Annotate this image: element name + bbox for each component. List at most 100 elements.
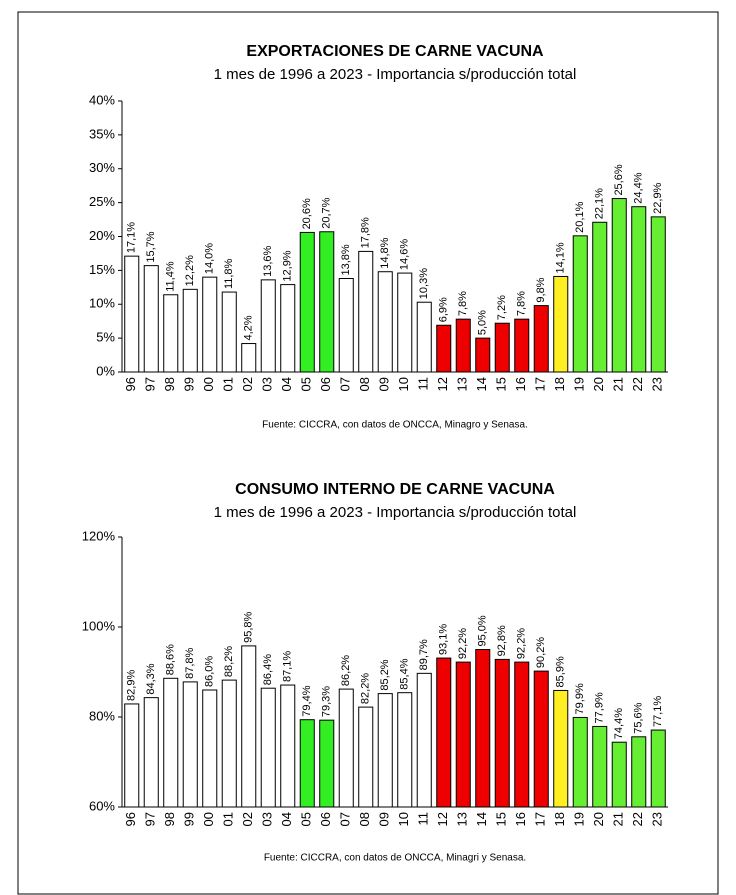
bar (397, 272, 413, 373)
x-tick-label: 21 (611, 812, 626, 826)
x-tick-label: 09 (377, 377, 392, 391)
x-tick-label: 23 (650, 812, 665, 826)
bar (611, 198, 627, 373)
bar (553, 275, 569, 373)
bar (533, 670, 549, 808)
bar (650, 216, 666, 373)
x-tick-label: 08 (357, 377, 372, 391)
value-label: 95,0% (477, 615, 489, 646)
x-tick-label: 96 (123, 812, 138, 826)
bar (202, 689, 218, 808)
value-label: 13,8% (340, 244, 352, 275)
value-label: 79,3% (321, 686, 333, 717)
value-label: 24,4% (633, 172, 645, 203)
x-tick-label: 11 (416, 377, 431, 391)
x-tick-label: 10 (396, 377, 411, 391)
bar (124, 703, 140, 808)
x-tick-label: 21 (611, 377, 626, 391)
bar (319, 231, 335, 373)
bar (514, 661, 530, 808)
value-label: 13,6% (262, 245, 274, 276)
x-tick-label: 97 (143, 377, 158, 391)
bar (182, 288, 198, 373)
bar (338, 688, 354, 808)
y-tick-label: 40% (89, 92, 115, 107)
bar (260, 687, 276, 808)
chart-subtitle: 1 mes de 1996 a 2023 - Importancia s/pro… (214, 504, 577, 521)
bar (592, 221, 608, 373)
value-label: 82,9% (126, 670, 138, 701)
value-label: 14,8% (379, 237, 391, 268)
bar (241, 343, 257, 373)
bar (182, 681, 198, 808)
value-label: 82,2% (360, 673, 372, 704)
x-tick-label: 16 (513, 812, 528, 826)
value-label: 20,1% (574, 201, 586, 232)
x-tick-label: 04 (279, 377, 294, 391)
value-label: 7,2% (496, 295, 508, 320)
y-tick-label: 120% (82, 528, 116, 543)
x-tick-label: 01 (221, 377, 236, 391)
bar (494, 658, 510, 808)
value-label: 74,4% (613, 708, 625, 739)
value-label: 7,8% (516, 291, 528, 316)
x-tick-label: 19 (572, 377, 587, 391)
x-tick-label: 07 (338, 377, 353, 391)
value-label: 86,4% (262, 654, 274, 685)
x-tick-label: 23 (650, 377, 665, 391)
value-label: 15,7% (145, 231, 157, 262)
y-tick-label: 100% (82, 618, 116, 633)
x-tick-label: 20 (591, 377, 606, 391)
source-note: Fuente: CICCRA, con datos de ONCCA, Mina… (262, 420, 528, 431)
value-label: 17,8% (360, 217, 372, 248)
value-label: 95,8% (243, 611, 255, 642)
value-label: 86,2% (340, 655, 352, 686)
bar (475, 337, 491, 373)
bar (611, 741, 627, 808)
x-tick-label: 14 (474, 812, 489, 826)
bar (221, 291, 237, 373)
x-tick-label: 14 (474, 377, 489, 391)
x-tick-label: 11 (416, 812, 431, 826)
bar (592, 725, 608, 808)
x-tick-label: 05 (299, 377, 314, 391)
bar (280, 684, 296, 808)
bar (241, 645, 257, 808)
x-tick-label: 06 (318, 377, 333, 391)
value-label: 75,6% (633, 702, 645, 733)
y-tick-label: 35% (89, 126, 115, 141)
bar (221, 679, 237, 808)
value-label: 79,4% (301, 685, 313, 716)
value-label: 20,6% (301, 198, 313, 229)
value-label: 88,2% (223, 646, 235, 677)
value-label: 84,3% (145, 663, 157, 694)
x-tick-label: 03 (260, 377, 275, 391)
x-tick-label: 19 (572, 812, 587, 826)
y-tick-label: 80% (89, 708, 115, 723)
value-label: 20,7% (321, 197, 333, 228)
value-label: 14,6% (399, 239, 411, 270)
x-tick-label: 96 (123, 377, 138, 391)
value-label: 93,1% (438, 624, 450, 655)
bar (377, 693, 393, 808)
bar (163, 677, 179, 808)
value-label: 92,2% (457, 628, 469, 659)
x-tick-label: 08 (357, 812, 372, 826)
bar (299, 231, 315, 373)
x-tick-label: 16 (513, 377, 528, 391)
x-tick-label: 12 (435, 812, 450, 826)
x-tick-label: 98 (162, 377, 177, 391)
bar (202, 276, 218, 373)
bar (631, 206, 647, 373)
value-label: 12,9% (282, 250, 294, 281)
value-label: 85,2% (379, 659, 391, 690)
x-tick-label: 18 (552, 812, 567, 826)
x-tick-label: 17 (533, 377, 548, 391)
value-label: 85,9% (555, 656, 567, 687)
y-tick-label: 30% (89, 160, 115, 175)
bar (631, 736, 647, 808)
bar (416, 301, 432, 373)
value-label: 4,2% (243, 315, 255, 340)
bar (475, 649, 491, 808)
